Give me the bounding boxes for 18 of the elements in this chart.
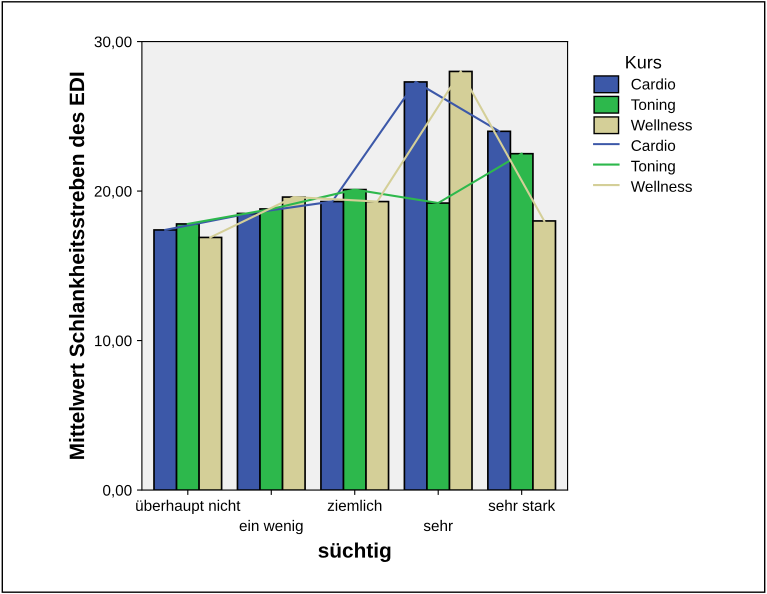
y-tick-label: 20,00 xyxy=(94,186,132,199)
y-tick-label: 30,00 xyxy=(94,36,132,50)
x-tick-label: ein wenig xyxy=(240,520,303,534)
x-tick-label: sehr stark xyxy=(488,500,556,511)
y-axis-title: Mittelwert Schlankheitsstreben des EDI xyxy=(68,72,84,459)
y-tick-label: 0,00 xyxy=(103,484,132,498)
legend-label: Wellness xyxy=(630,119,692,131)
legend-title: Kurs xyxy=(626,56,662,69)
legend-label: Wellness xyxy=(630,180,692,192)
legend-label: Cardio xyxy=(632,140,676,151)
legend-label: Toning xyxy=(631,98,675,114)
legend-label: Cardio xyxy=(632,78,676,90)
legend-label: Toning xyxy=(631,160,675,174)
x-tick-label: überhaupt nicht xyxy=(136,500,240,514)
y-tick-label: 10,00 xyxy=(95,335,132,348)
x-axis-title: süchtig xyxy=(318,542,390,562)
x-tick-label: ziemlich xyxy=(328,500,382,511)
x-tick-label: sehr xyxy=(424,520,453,532)
